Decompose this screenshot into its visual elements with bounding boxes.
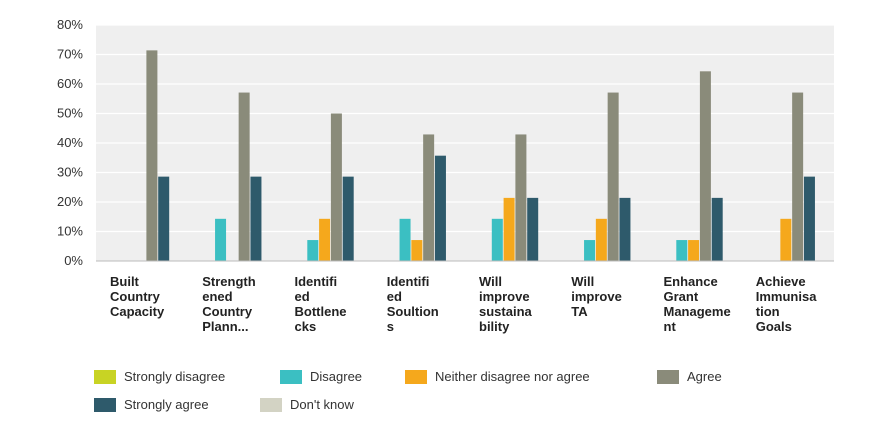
category-label: Will improve sustaina bility xyxy=(479,274,533,334)
bar xyxy=(423,134,435,261)
category-label-line: Strength xyxy=(202,274,256,289)
category-label-line: Soultion xyxy=(387,304,439,319)
bar xyxy=(342,176,354,261)
category-label-line: improve xyxy=(479,289,530,304)
category-label: Enhance Grant Manageme nt xyxy=(664,274,731,334)
y-tick-label: 50% xyxy=(57,106,83,121)
legend-swatch xyxy=(405,370,427,384)
category-label-line: Will xyxy=(479,274,502,289)
category-label-line: bility xyxy=(479,319,510,334)
bar xyxy=(146,50,158,262)
y-tick-label: 20% xyxy=(57,194,83,209)
legend-swatch xyxy=(260,398,282,412)
bar xyxy=(307,240,319,261)
category-label-line: Will xyxy=(571,274,594,289)
category-label-line: Built xyxy=(110,274,140,289)
bar xyxy=(595,218,607,261)
category-label-line: Achieve xyxy=(756,274,806,289)
bar xyxy=(330,113,342,261)
bar xyxy=(699,71,711,261)
category-label: Identifi ed Bottlene cks xyxy=(295,274,347,334)
bar xyxy=(250,176,262,261)
category-label-line: Goals xyxy=(756,319,792,334)
legend-label: Neither disagree nor agree xyxy=(435,369,590,384)
category-label: Built Country Capacity xyxy=(110,274,165,319)
bar xyxy=(491,218,503,261)
y-tick-label: 10% xyxy=(57,224,83,239)
category-label-line: Grant xyxy=(664,289,699,304)
category-label-line: Identifi xyxy=(295,274,338,289)
bar xyxy=(676,240,688,261)
category-label-line: Bottlene xyxy=(295,304,347,319)
legend-swatch xyxy=(657,370,679,384)
bar xyxy=(399,218,411,261)
bar xyxy=(319,218,331,261)
category-label-line: tion xyxy=(756,304,780,319)
category-label-line: Plann... xyxy=(202,319,248,334)
y-tick-label: 70% xyxy=(57,47,83,62)
legend: Strongly disagree Disagree Neither disagre… xyxy=(94,369,722,412)
category-label-line: ened xyxy=(202,289,232,304)
category-label-line: improve xyxy=(571,289,622,304)
y-tick-label: 60% xyxy=(57,76,83,91)
category-label: Will improve TA xyxy=(571,274,622,319)
bar xyxy=(515,134,527,261)
category-label-line: ed xyxy=(387,289,402,304)
category-label: Identifi ed Soultion s xyxy=(387,274,439,334)
bar xyxy=(607,92,619,262)
category-label-line: Enhance xyxy=(664,274,718,289)
category-label-line: TA xyxy=(571,304,588,319)
category-label-line: cks xyxy=(295,319,317,334)
bar xyxy=(158,176,170,261)
category-label-line: Identifi xyxy=(387,274,430,289)
category-label: Achieve Immunisa tion Goals xyxy=(756,274,817,334)
bar xyxy=(803,176,815,261)
legend-label: Strongly disagree xyxy=(124,369,225,384)
legend-label: Agree xyxy=(687,369,722,384)
category-label-line: sustaina xyxy=(479,304,533,319)
y-tick-label: 30% xyxy=(57,165,83,180)
bar xyxy=(503,197,515,261)
category-label-line: ed xyxy=(295,289,310,304)
bar xyxy=(780,218,792,261)
bar xyxy=(215,218,227,261)
category-label-line: nt xyxy=(664,319,677,334)
category-label-line: s xyxy=(387,319,394,334)
legend-swatch xyxy=(280,370,302,384)
bar xyxy=(527,197,539,261)
category-label-line: Country xyxy=(202,304,253,319)
category-label-line: Manageme xyxy=(664,304,731,319)
bar xyxy=(619,197,631,261)
legend-swatch xyxy=(94,398,116,412)
y-tick-label: 0% xyxy=(64,253,83,268)
category-label: Strength ened Country Plann... xyxy=(202,274,256,334)
bar xyxy=(792,92,804,262)
bar xyxy=(688,240,700,261)
category-label-line: Immunisa xyxy=(756,289,817,304)
bar xyxy=(434,155,446,261)
category-label-line: Country xyxy=(110,289,161,304)
category-label-line: Capacity xyxy=(110,304,165,319)
bar xyxy=(411,240,423,261)
legend-label: Strongly agree xyxy=(124,397,209,412)
y-axis-ticks: 0% 10% 20% 30% 40% 50% 60% 70% 80% xyxy=(57,17,83,268)
legend-swatch xyxy=(94,370,116,384)
legend-label: Disagree xyxy=(310,369,362,384)
y-tick-label: 40% xyxy=(57,135,83,150)
y-tick-label: 80% xyxy=(57,17,83,32)
bar xyxy=(584,240,596,261)
legend-label: Don't know xyxy=(290,397,355,412)
bar xyxy=(238,92,250,262)
bar xyxy=(711,197,723,261)
bars xyxy=(146,50,815,262)
